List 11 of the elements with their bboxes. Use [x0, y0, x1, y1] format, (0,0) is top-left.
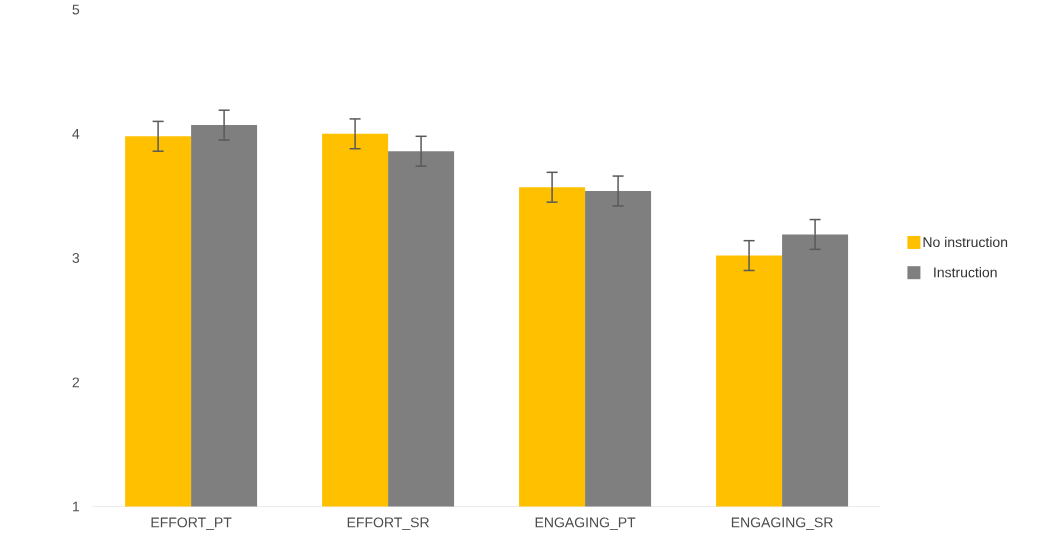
y-tick-label: 1 [73, 501, 80, 512]
x-tick-label: EFFORT_PT [151, 517, 232, 530]
x-tick-label: ENGAGING_PT [535, 517, 636, 530]
legend-label: Instruction [934, 267, 997, 278]
x-tick-label: ENGAGING_SR [731, 517, 833, 530]
y-tick-label: 5 [72, 4, 80, 15]
legend-label: No instruction [923, 236, 1008, 248]
y-tick-label: 4 [72, 129, 80, 139]
y-tick-label: 2 [72, 377, 80, 388]
y-tick-label: 3 [72, 253, 80, 264]
x-tick-label: EFFORT_SR [347, 517, 429, 530]
